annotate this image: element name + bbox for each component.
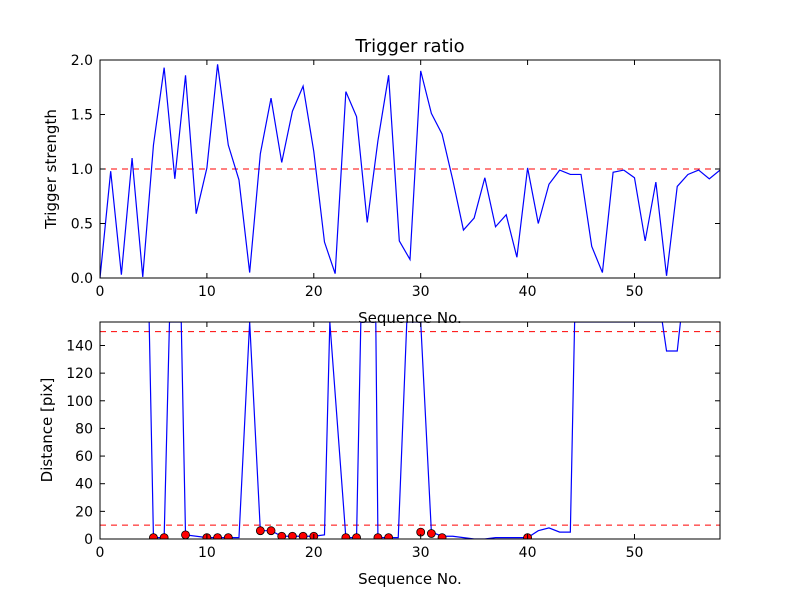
x-tick-label: 50 <box>626 545 644 561</box>
x-tick-label: 20 <box>305 284 323 300</box>
y-axis-ticks: 0 20 40 60 80 100 120 140 <box>66 338 720 548</box>
x-tick-label: 20 <box>305 545 323 561</box>
data-point <box>159 533 169 539</box>
y-tick-label: 0.5 <box>71 217 93 233</box>
series-line <box>100 64 720 278</box>
x-axis-label: Sequence No. <box>358 570 462 588</box>
x-tick-label: 10 <box>198 545 216 561</box>
data-point <box>223 533 233 539</box>
data-point <box>266 526 276 536</box>
plot-frame <box>99 321 721 540</box>
detection-markers <box>149 526 532 539</box>
data-point <box>437 533 447 539</box>
y-tick-label: 0 <box>84 532 93 548</box>
trigger-strength-series <box>100 64 720 278</box>
y-tick-label: 60 <box>75 449 93 465</box>
data-point <box>288 531 297 539</box>
y-tick-label: 2.0 <box>71 53 93 69</box>
data-point <box>384 533 394 539</box>
x-tick-label: 10 <box>198 284 216 300</box>
y-axis-ticks: 0.0 0.5 1.0 1.5 2.0 <box>71 53 720 287</box>
data-point <box>352 533 361 539</box>
data-point <box>373 533 383 539</box>
x-axis-ticks: 0 10 20 30 40 50 <box>96 60 644 300</box>
y-tick-label: 1.0 <box>71 162 93 178</box>
distance-panel: 0 10 20 30 40 50 0 20 40 60 80 100 120 140 Sequence … <box>38 321 721 588</box>
threshold-lines <box>100 331 720 526</box>
x-tick-label: 0 <box>96 284 105 300</box>
y-tick-label: 100 <box>66 394 93 410</box>
data-point <box>298 531 308 539</box>
y-tick-label: 0.0 <box>71 271 93 287</box>
y-tick-label: 40 <box>75 477 93 493</box>
data-point <box>426 529 436 538</box>
x-tick-label: 40 <box>519 284 537 300</box>
y-tick-label: 140 <box>66 338 93 354</box>
data-point <box>149 533 158 539</box>
x-tick-label: 30 <box>412 284 430 300</box>
y-tick-label: 120 <box>66 366 93 382</box>
data-point <box>255 526 265 536</box>
data-point <box>277 531 287 539</box>
data-point <box>213 533 222 539</box>
y-tick-label: 80 <box>75 421 93 437</box>
x-tick-label: 40 <box>519 545 537 561</box>
chart-title: Trigger ratio <box>354 36 464 57</box>
x-axis-label: Sequence No. <box>358 309 462 327</box>
y-axis-label: Trigger strength <box>42 109 60 230</box>
x-tick-label: 0 <box>96 545 105 561</box>
y-tick-label: 20 <box>75 504 93 520</box>
data-point <box>341 533 351 539</box>
x-tick-label: 50 <box>626 284 644 300</box>
y-tick-label: 1.5 <box>71 108 93 124</box>
data-point <box>181 530 190 539</box>
x-axis-ticks: 0 10 20 30 40 50 <box>96 322 644 561</box>
x-tick-label: 30 <box>412 545 430 561</box>
y-axis-label: Distance [pix] <box>38 378 56 483</box>
